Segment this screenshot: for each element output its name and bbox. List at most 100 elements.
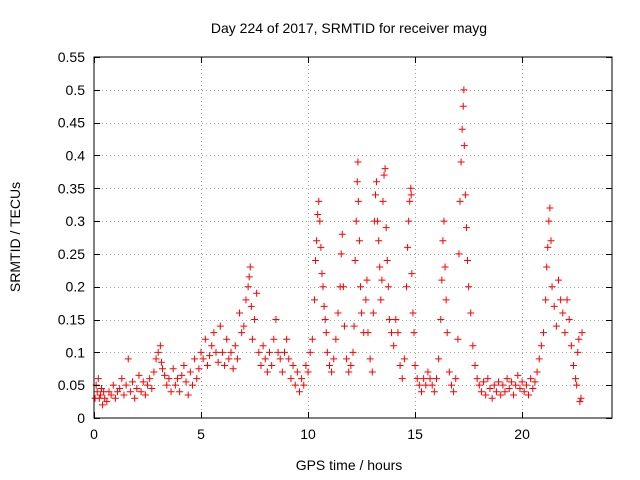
- x-tick-label: 10: [300, 426, 316, 442]
- data-point: [317, 243, 325, 251]
- data-point: [462, 224, 470, 232]
- data-point: [407, 184, 415, 192]
- data-point: [203, 361, 211, 369]
- data-point: [546, 204, 554, 212]
- data-point: [510, 391, 518, 399]
- data-point: [379, 197, 387, 205]
- x-axis-label: GPS time / hours: [296, 457, 403, 473]
- data-point: [180, 361, 188, 369]
- data-point: [287, 375, 295, 383]
- data-point: [377, 296, 385, 304]
- plot-frame: [93, 56, 613, 419]
- data-point: [308, 335, 316, 343]
- x-tick-label: 15: [407, 426, 423, 442]
- data-point: [345, 368, 353, 376]
- data-point: [378, 276, 386, 284]
- data-point: [567, 342, 575, 350]
- data-point: [390, 342, 398, 350]
- data-point: [460, 86, 468, 94]
- chart-title: Day 224 of 2017, SRMTID for receiver may…: [211, 20, 487, 36]
- data-point: [420, 375, 428, 383]
- data-point: [535, 355, 543, 363]
- x-tick-label: 5: [197, 426, 205, 442]
- data-point: [537, 342, 545, 350]
- data-point: [285, 355, 293, 363]
- data-point: [353, 178, 361, 186]
- data-point: [188, 381, 196, 389]
- y-tick-label: 0.55: [58, 49, 85, 65]
- data-point: [452, 375, 460, 383]
- y-tick-label: 0.15: [58, 312, 85, 328]
- data-point: [354, 197, 362, 205]
- data-point: [146, 375, 154, 383]
- data-point: [413, 375, 421, 383]
- data-point: [482, 391, 490, 399]
- y-axis-label: SRMTID / TECUs: [7, 182, 23, 292]
- data-point: [184, 391, 192, 399]
- data-point: [240, 322, 248, 330]
- data-point: [351, 256, 359, 264]
- data-point: [569, 361, 577, 369]
- data-point: [442, 296, 450, 304]
- data-point: [312, 256, 320, 264]
- data-point: [253, 289, 261, 297]
- data-point: [320, 302, 328, 310]
- data-point: [403, 283, 411, 291]
- y-axis: 0 0.05 0.1 0.15 0.2 0.25 0.3 0.35 0.4 0.45 0.5 0.55: [58, 49, 612, 426]
- data-point: [126, 388, 134, 396]
- data-point: [352, 217, 360, 225]
- data-point: [407, 191, 415, 199]
- data-point: [559, 309, 567, 317]
- data-point: [236, 309, 244, 317]
- data-point: [540, 329, 548, 337]
- data-point: [246, 263, 254, 271]
- data-point: [516, 384, 524, 392]
- data-point: [120, 391, 128, 399]
- data-point: [304, 368, 312, 376]
- data-point: [218, 348, 226, 356]
- data-point: [322, 329, 330, 337]
- data-point: [371, 191, 379, 199]
- data-point: [325, 361, 333, 369]
- data-point: [118, 375, 126, 383]
- data-point: [520, 388, 528, 396]
- data-point: [176, 388, 184, 396]
- data-point: [191, 355, 199, 363]
- data-point: [437, 316, 445, 324]
- data-point: [488, 394, 496, 402]
- data-point: [547, 237, 555, 245]
- data-point: [278, 368, 286, 376]
- data-point: [133, 384, 141, 392]
- data-point: [355, 237, 363, 245]
- data-point: [542, 296, 550, 304]
- x-tick-label: 0: [90, 426, 98, 442]
- data-point: [349, 348, 357, 356]
- data-point: [165, 375, 173, 383]
- y-tick-label: 0.45: [58, 115, 85, 131]
- data-point: [150, 368, 158, 376]
- data-point: [439, 237, 447, 245]
- data-point: [543, 263, 551, 271]
- data-point: [545, 217, 553, 225]
- data-point: [376, 263, 384, 271]
- data-point: [313, 237, 321, 245]
- y-tick-label: 0: [77, 410, 85, 426]
- y-tick-label: 0.5: [66, 82, 86, 98]
- data-point: [274, 348, 282, 356]
- data-point: [404, 243, 412, 251]
- data-point: [432, 375, 440, 383]
- data-point: [129, 378, 137, 386]
- data-point: [459, 102, 467, 110]
- data-point: [544, 243, 552, 251]
- data-point: [221, 361, 229, 369]
- data-point: [238, 329, 246, 337]
- data-point: [328, 368, 336, 376]
- data-point: [435, 355, 443, 363]
- data-point: [408, 270, 416, 278]
- data-point: [99, 401, 107, 409]
- data-point: [512, 381, 520, 389]
- data-point: [356, 283, 364, 291]
- data-point: [248, 335, 256, 343]
- data-point: [495, 378, 503, 386]
- y-tick-label: 0.4: [66, 147, 86, 163]
